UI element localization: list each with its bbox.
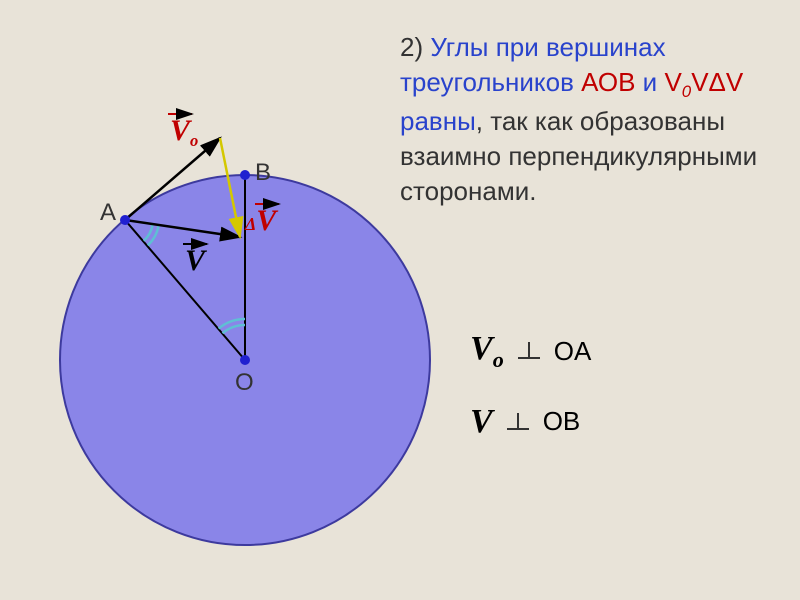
perp-row-1: Vo OA [470,330,591,373]
svg-text:А: А [100,199,116,226]
oa-label: OA [554,336,592,367]
triangle-aob: АОВ [581,67,635,97]
svg-text:О: О [235,369,254,396]
explanation-text: 2) Углы при вершинах треугольников АОВ и… [400,30,780,209]
perp-row-2: V OB [470,403,591,441]
perpendicular-relations: Vo OA V OB [470,330,591,471]
perp-icon [516,337,542,369]
heading-number: 2) [400,32,423,62]
triangle-v0vdv: V0VΔV [664,67,743,97]
svg-text:V: V [185,244,208,277]
perp-icon [505,408,531,440]
svg-text:В: В [255,159,271,186]
circle-diagram: VoVΔVОАВ [30,70,450,575]
v0-symbol: Vo [470,330,504,373]
text-p2: и [635,67,664,97]
v-symbol: V [470,403,493,441]
diagram-svg: VoVΔVОАВ [30,70,450,570]
svg-text:Vo: Vo [170,114,198,150]
ob-label: OB [543,406,581,437]
